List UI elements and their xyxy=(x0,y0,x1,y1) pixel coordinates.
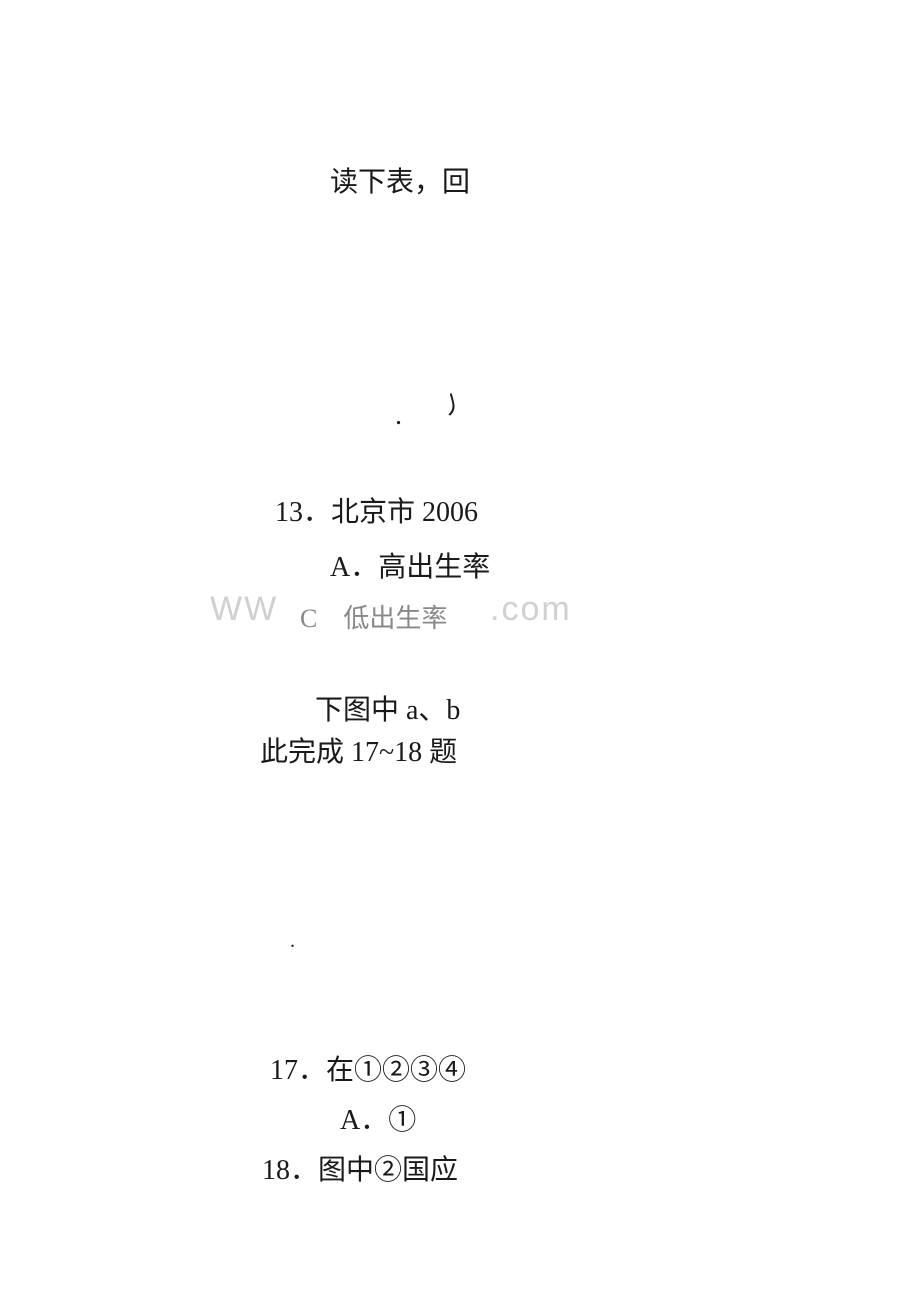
question-13-option-a: A．高出生率 xyxy=(330,545,490,585)
dot-mark: . xyxy=(395,400,402,432)
question-17-option-a: A．① xyxy=(340,1098,416,1138)
question-13-number: 13．北京市 2006 xyxy=(275,490,478,530)
small-dot: . xyxy=(290,930,295,953)
question-13-option-c: C 低出生率 xyxy=(300,598,447,635)
question-18-number: 18．图中②国应 xyxy=(262,1148,458,1188)
watermark-left: WW xyxy=(210,590,278,629)
curve-mark: 丿 xyxy=(436,382,468,422)
watermark-right: .com xyxy=(490,590,572,629)
question-17-number: 17．在①②③④ xyxy=(270,1048,466,1088)
middle-line-2: 此完成 17~18 题 xyxy=(260,730,457,770)
middle-line-1: 下图中 a、b xyxy=(315,688,460,728)
header-text: 读下表，回 xyxy=(330,160,470,200)
